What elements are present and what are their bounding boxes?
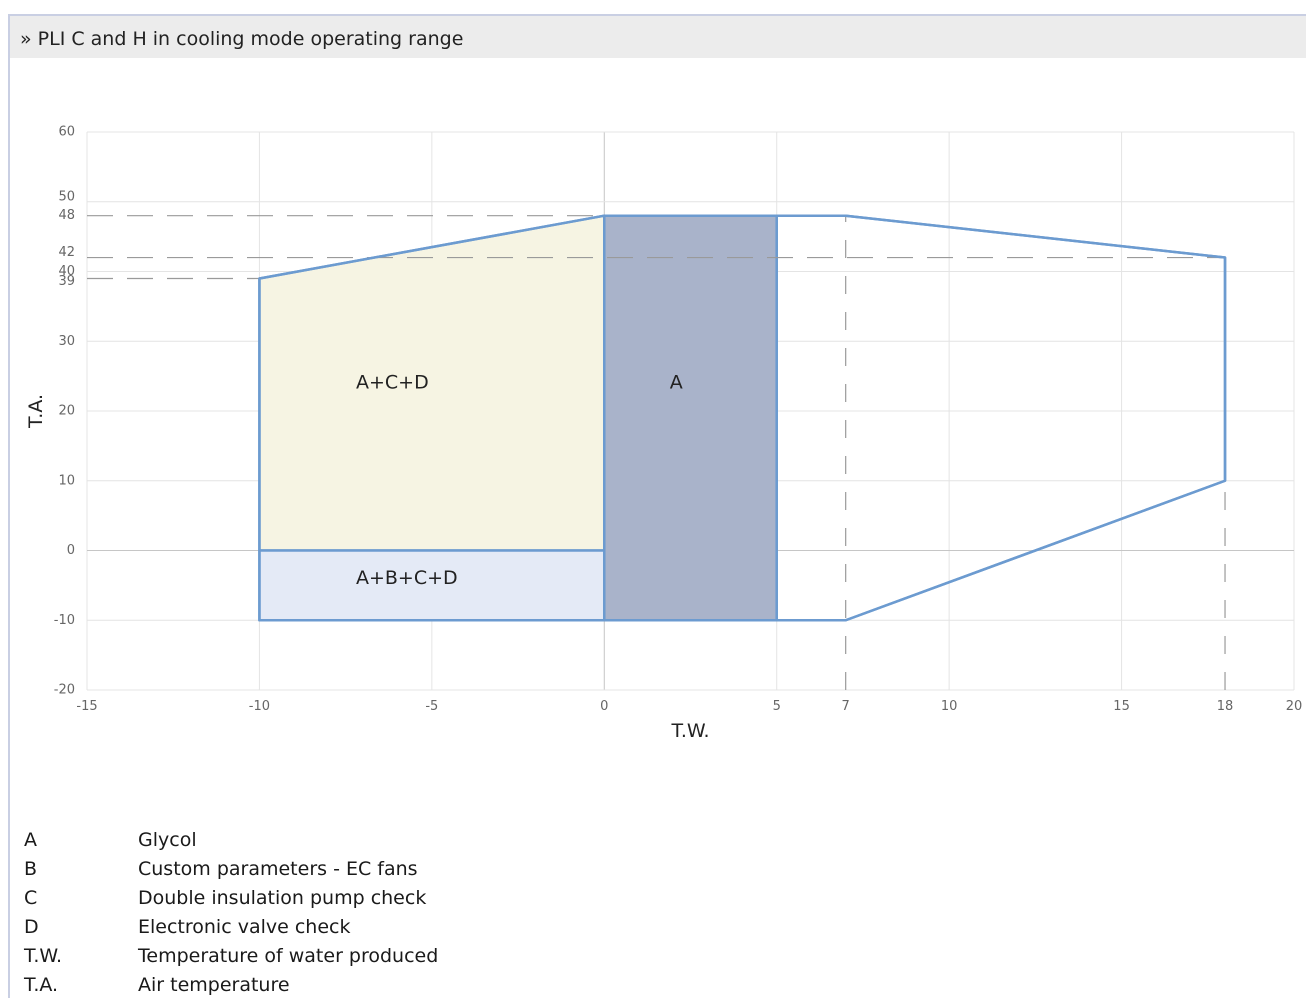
region-label: A+B+C+D [356,567,458,589]
legend-item: A Glycol [24,826,438,855]
legend-text: Double insulation pump check [138,887,427,909]
legend-key: B [24,858,38,880]
x-tick-label: 20 [1286,699,1303,714]
legend-key: A [24,829,37,851]
x-tick-label: 15 [1113,699,1130,714]
y-tick-label: 39 [58,274,75,289]
panel-frame [8,14,1306,998]
x-tick-label: 10 [941,699,958,714]
legend-text: Air temperature [138,974,290,996]
x-tick-label: -10 [249,699,270,714]
legend-key: T.A. [24,974,59,996]
legend-key: C [24,887,38,909]
legend-text: Electronic valve check [138,916,351,938]
y-tick-label: 40 [58,264,75,279]
y-tick-label: 60 [58,125,75,140]
legend-item: T.W. Temperature of water produced [24,942,438,971]
legend: A Glycol B Custom parameters - EC fans C… [24,826,438,1000]
chart-svg: A+C+D A+B+C+D A -15 -10 -5 0 5 7 10 15 18 20 -20 -10 0 1… [10,58,1306,758]
legend-text: Custom parameters - EC fans [138,858,418,880]
legend-item: C Double insulation pump check [24,884,438,913]
y-tick-label: 50 [58,189,75,204]
region-label: A+C+D [356,372,429,394]
x-tick-label: -15 [76,699,97,714]
legend-item: D Electronic valve check [24,913,438,942]
legend-text: Temperature of water produced [138,945,439,967]
y-tick-label: 0 [67,543,75,558]
y-tick-label: 10 [58,473,75,488]
x-tick-label: -5 [425,699,438,714]
x-tick-label: 18 [1217,699,1234,714]
legend-item: T.A. Air temperature [24,971,438,1000]
y-axis-title: T.A. [25,394,47,429]
legend-key: T.W. [24,945,63,967]
y-tick-label: 20 [58,404,75,419]
y-tick-label: -20 [54,683,75,698]
y-tick-label: 42 [58,245,75,260]
x-tick-label: 0 [600,699,608,714]
y-tick-label: 30 [58,334,75,349]
legend-item: B Custom parameters - EC fans [24,855,438,884]
x-tick-label: 7 [842,699,850,714]
y-tick-label: -10 [54,613,75,628]
operating-envelope-outline [258,214,1227,622]
region-label: A [670,372,683,394]
y-tick-label: 48 [58,208,75,223]
x-axis-title: T.W. [670,720,709,742]
region-shape [603,214,778,622]
x-tick-label: 5 [773,699,781,714]
section-title: » PLI C and H in cooling mode operating … [20,28,464,50]
operating-range-chart: A+C+D A+B+C+D A -15 -10 -5 0 5 7 10 15 18 20 -20 -10 0 1… [10,58,1306,758]
legend-text: Glycol [138,829,197,851]
legend-key: D [24,916,39,938]
section-header: » PLI C and H in cooling mode operating … [10,16,1306,58]
